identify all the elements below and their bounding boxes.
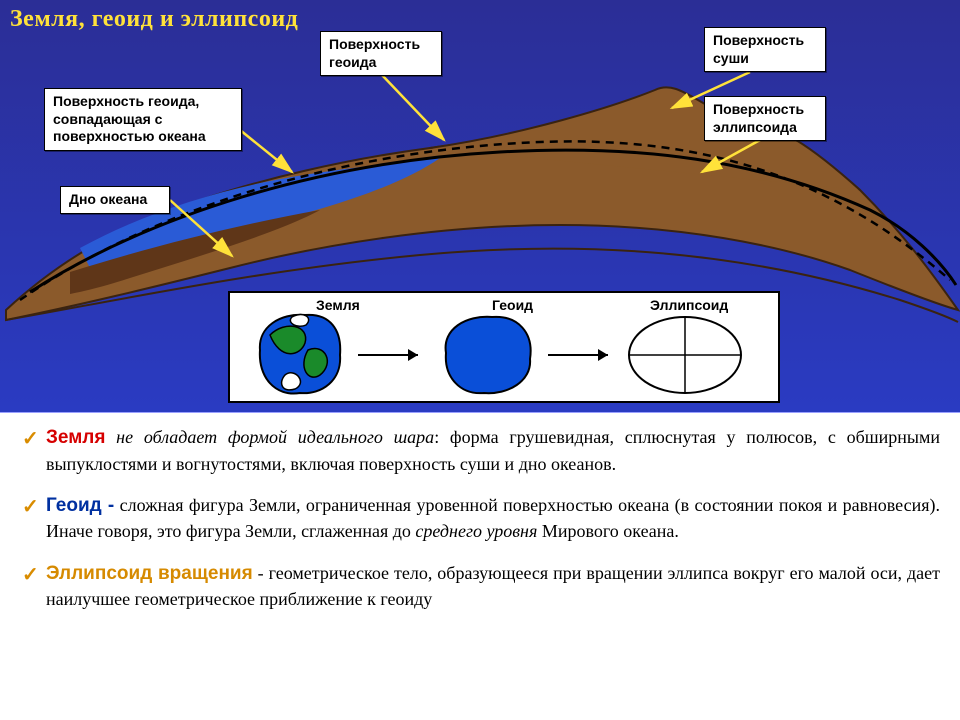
term-earth: Земля xyxy=(46,427,105,448)
inset-panel: Земля Геоид Эллипсоид xyxy=(228,291,780,403)
label-geoid-ocean: Поверхность геоида,совпадающая споверхно… xyxy=(44,88,242,151)
term-geoid: Геоид - xyxy=(46,495,114,516)
diagram-panel: Земля, геоид и эллипсоид Поверхность гео… xyxy=(0,0,960,412)
text-block: Земля не обладает формой идеального шара… xyxy=(0,412,960,720)
bullet-earth: Земля не обладает формой идеального шара… xyxy=(20,425,940,477)
label-geoid-surface: Поверхностьгеоида xyxy=(320,31,442,76)
label-land-surface: Поверхностьсуши xyxy=(704,27,826,72)
inset-caption-earth: Земля xyxy=(316,297,360,313)
inset-caption-geoid: Геоид xyxy=(492,297,533,313)
inset-caption-ellipsoid: Эллипсоид xyxy=(650,297,728,313)
bullet-geoid: Геоид - сложная фигура Земли, ограниченн… xyxy=(20,493,940,545)
label-ocean-floor: Дно океана xyxy=(60,186,170,214)
bullet-ellipsoid: Эллипсоид вращения - геометрическое тело… xyxy=(20,561,940,613)
label-ellipsoid-surface: Поверхностьэллипсоида xyxy=(704,96,826,141)
term-ellipsoid: Эллипсоид вращения xyxy=(46,563,253,584)
